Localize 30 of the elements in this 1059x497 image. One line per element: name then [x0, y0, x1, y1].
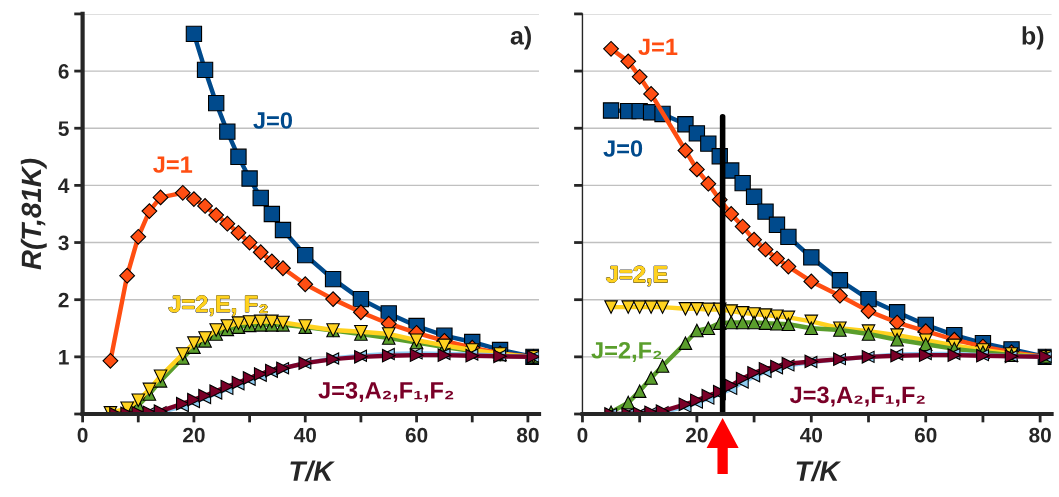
x-axis-title: T/K — [290, 460, 335, 482]
y-tick-label: 2 — [58, 292, 69, 308]
series-label: J=2,E, F₂ — [168, 295, 268, 316]
x-tick-label: 20 — [686, 427, 708, 443]
x-axis-title: T/K — [796, 460, 842, 482]
chart-title: b) — [1022, 26, 1044, 50]
y-tick-label: 1 — [59, 350, 69, 365]
x-tick-label: 0 — [577, 427, 588, 443]
series-label: J=1 — [153, 156, 193, 173]
x-tick-label: 40 — [293, 427, 316, 443]
y-tick-label: 3 — [58, 235, 69, 251]
x-tick-label: 60 — [914, 427, 937, 443]
x-tick-label: 80 — [1029, 427, 1051, 443]
series-label: J=2,E — [606, 265, 668, 287]
x-tick-label: 20 — [183, 427, 205, 443]
series-label: J=1 — [638, 38, 678, 56]
x-tick-label: 80 — [516, 427, 539, 443]
chart-title: a) — [510, 26, 531, 50]
x-tick-label: 0 — [77, 427, 88, 443]
series-label: J=2,F₂ — [591, 341, 662, 363]
series-label: J=3,A₂,F₁,F₂ — [318, 381, 454, 403]
series-label: J=0 — [253, 112, 293, 129]
y-tick-label: 5 — [58, 121, 69, 136]
y-tick-label: 6 — [58, 64, 69, 79]
series-label: J=3,A₂,F₁,F₂ — [789, 386, 925, 407]
x-tick-label: 60 — [405, 427, 428, 443]
y-tick-label: 4 — [58, 178, 70, 193]
y-axis-title: R(T,81K) — [20, 158, 47, 270]
series-label: J=0 — [603, 140, 643, 157]
x-tick-label: 40 — [800, 427, 823, 443]
